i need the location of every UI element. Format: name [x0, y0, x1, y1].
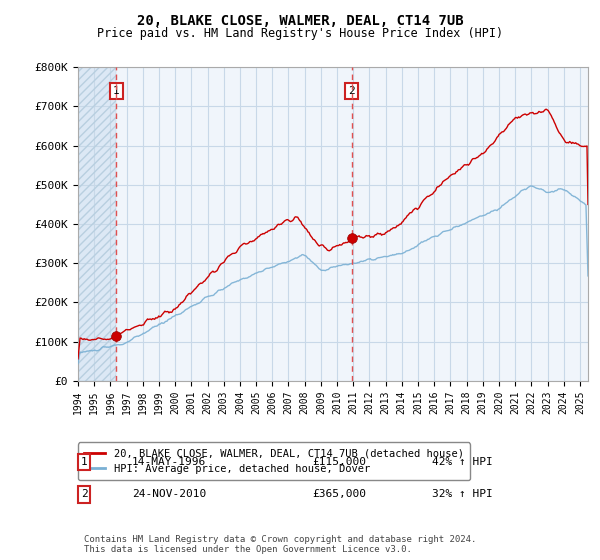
Text: 2: 2	[348, 86, 355, 96]
Text: 20, BLAKE CLOSE, WALMER, DEAL, CT14 7UB: 20, BLAKE CLOSE, WALMER, DEAL, CT14 7UB	[137, 14, 463, 28]
Text: 42% ↑ HPI: 42% ↑ HPI	[432, 457, 493, 467]
Text: 14-MAY-1996: 14-MAY-1996	[132, 457, 206, 467]
Text: £365,000: £365,000	[312, 489, 366, 500]
Text: 32% ↑ HPI: 32% ↑ HPI	[432, 489, 493, 500]
Text: Contains HM Land Registry data © Crown copyright and database right 2024.
This d: Contains HM Land Registry data © Crown c…	[84, 535, 476, 554]
Text: 1: 1	[113, 86, 120, 96]
Text: Price paid vs. HM Land Registry's House Price Index (HPI): Price paid vs. HM Land Registry's House …	[97, 27, 503, 40]
Text: £115,000: £115,000	[312, 457, 366, 467]
Text: 24-NOV-2010: 24-NOV-2010	[132, 489, 206, 500]
Text: 1: 1	[80, 457, 88, 467]
Legend: 20, BLAKE CLOSE, WALMER, DEAL, CT14 7UB (detached house), HPI: Average price, de: 20, BLAKE CLOSE, WALMER, DEAL, CT14 7UB …	[78, 442, 470, 480]
Bar	[78, 67, 116, 381]
Bar	[78, 67, 116, 381]
Text: 2: 2	[80, 489, 88, 500]
